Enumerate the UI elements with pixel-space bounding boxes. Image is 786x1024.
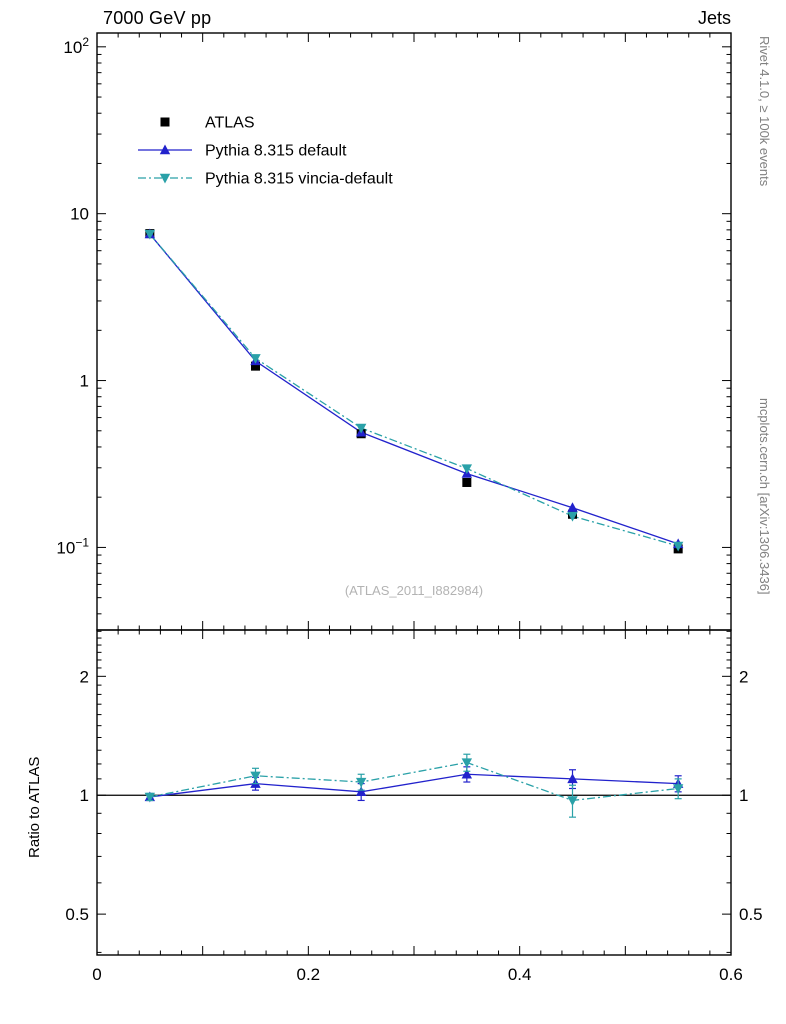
marker-triangle-down: [144, 792, 156, 803]
y-tick-label: 102: [63, 35, 89, 57]
ratio-tick-label-left: 0.5: [65, 905, 89, 924]
rivet-version-label: Rivet 4.1.0, ≥ 100k events: [757, 36, 772, 187]
mcplots-arxiv-label: mcplots.cern.ch [arXiv:1306.3436]: [757, 398, 772, 595]
legend-label: Pythia 8.315 default: [205, 143, 347, 160]
marker-triangle-down: [355, 777, 367, 788]
series-line: [149, 233, 679, 547]
y-tick-label: 10−1: [56, 535, 89, 557]
marker-triangle-up: [159, 144, 171, 155]
analysis-id-watermark: (ATLAS_2011_I882984): [344, 583, 484, 598]
marker-triangle-down: [567, 511, 578, 522]
observable-title: Jets: [697, 8, 731, 28]
marker-triangle-up: [355, 786, 367, 797]
ratio-tick-label-right: 2: [739, 667, 748, 686]
marker-square: [160, 117, 170, 127]
marker-triangle-up: [461, 768, 473, 779]
marker-triangle-up: [567, 773, 578, 784]
marker-triangle-down: [250, 354, 261, 364]
marker-triangle-down: [461, 758, 473, 769]
marker-triangle-down: [672, 784, 684, 794]
beam-energy-title: 7000 GeV pp: [103, 8, 212, 28]
y-tick-label: 10: [70, 205, 89, 224]
x-tick-label: 0.2: [297, 965, 321, 984]
x-tick-label: 0: [92, 965, 101, 984]
ratio-tick-label-right: 1: [739, 786, 748, 805]
marker-triangle-down: [159, 173, 171, 184]
marker-triangle-down: [144, 229, 156, 240]
marker-triangle-up: [567, 502, 578, 512]
ratio-panel-frame: [96, 629, 732, 956]
legend-label: ATLAS: [205, 115, 255, 132]
series-line: [149, 233, 679, 545]
ratio-tick-label-left: 1: [80, 786, 89, 805]
marker-square: [462, 477, 472, 487]
x-tick-label: 0.4: [508, 965, 532, 984]
main-panel-frame: [96, 32, 732, 631]
marker-triangle-down: [461, 464, 473, 475]
marker-triangle-down: [567, 796, 578, 806]
ratio-axis-label: Ratio to ATLAS: [26, 756, 43, 858]
marker-triangle-down: [672, 541, 684, 552]
marker-triangle-down: [355, 423, 367, 434]
ratio-tick-label-right: 0.5: [739, 905, 763, 924]
ratio-series-line: [149, 773, 679, 798]
ratio-series-line: [149, 761, 679, 802]
ratio-tick-label-left: 2: [80, 667, 89, 686]
legend-label: Pythia 8.315 vincia-default: [205, 171, 393, 188]
marker-square: [251, 361, 260, 371]
x-tick-label: 0.6: [719, 965, 743, 984]
y-tick-label: 1: [80, 372, 89, 391]
marker-triangle-down: [250, 771, 261, 782]
